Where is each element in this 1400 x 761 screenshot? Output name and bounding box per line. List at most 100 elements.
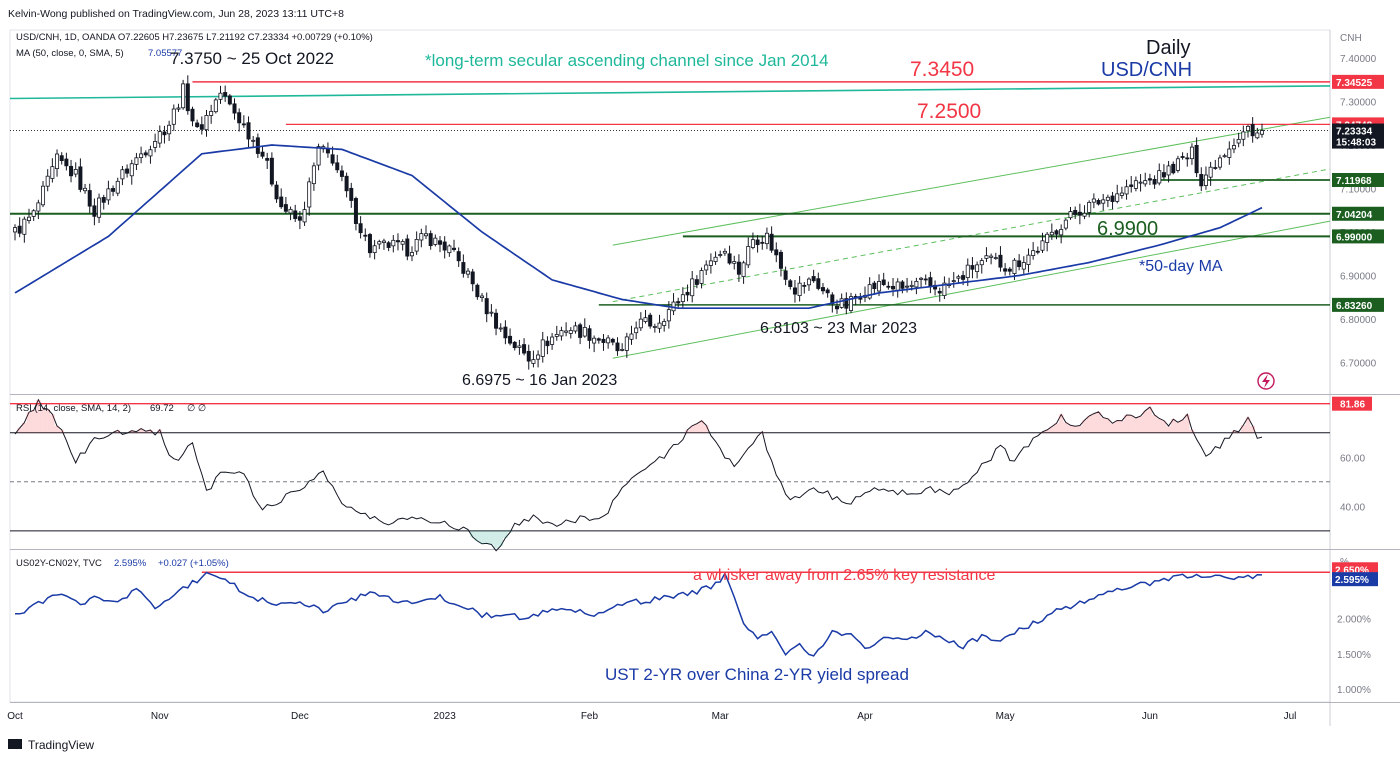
- candle-body: [1040, 240, 1045, 251]
- ascending-channel-lower: [612, 220, 1331, 359]
- candle-body: [316, 146, 321, 166]
- candle-body: [153, 141, 158, 148]
- candle-body: [325, 148, 330, 154]
- candle-body: [970, 265, 975, 270]
- candle-body: [601, 338, 606, 343]
- candle-body: [1031, 250, 1036, 256]
- candle-body: [877, 281, 882, 292]
- candle-body: [769, 233, 774, 251]
- candle-body: [512, 341, 517, 349]
- candle-body: [909, 284, 914, 287]
- candle-body: [223, 92, 228, 97]
- candle-body: [1245, 125, 1250, 132]
- candle-body: [1260, 130, 1265, 135]
- candle-body: [466, 270, 471, 275]
- january-low-annotation: 6.6975 ~ 16 Jan 2023: [462, 372, 617, 389]
- candle-body: [517, 345, 522, 348]
- candle-body: [498, 327, 503, 330]
- candle-body: [330, 154, 335, 164]
- candle-body: [820, 287, 825, 292]
- ascending-channel-mid: [612, 168, 1331, 303]
- candle-body: [1250, 124, 1255, 137]
- candle-body: [713, 256, 718, 262]
- candle-body: [50, 166, 55, 179]
- ma-legend-value: 7.05577: [148, 48, 182, 59]
- candle-body: [232, 103, 237, 114]
- candle-body: [409, 252, 414, 257]
- rsi-line: [14, 398, 1263, 552]
- rsi-tick-label: 60.00: [1340, 453, 1365, 464]
- rsi-tick-label: 40.00: [1340, 502, 1365, 513]
- candle-body: [260, 151, 265, 157]
- candle-body: [596, 338, 601, 341]
- candle-body: [792, 287, 797, 295]
- candle-body: [961, 275, 966, 280]
- candle-body: [83, 187, 88, 192]
- candle-body: [293, 210, 298, 219]
- candle-body: [760, 241, 765, 244]
- candle-body: [255, 137, 260, 154]
- candle-body: [592, 337, 597, 344]
- candle-body: [1138, 181, 1143, 184]
- tradingview-logo-icon: [8, 739, 22, 749]
- candle-body: [405, 238, 410, 257]
- candle-body: [582, 327, 587, 337]
- candle-body: [36, 202, 41, 212]
- title-pair: USD/CNH: [1101, 59, 1192, 81]
- time-axis-label: Dec: [291, 711, 309, 722]
- candle-body: [1185, 157, 1190, 160]
- price-badge: [1332, 123, 1384, 138]
- candle-body: [17, 225, 22, 234]
- candle-body: [167, 124, 172, 135]
- candle-body: [1129, 184, 1134, 187]
- candle-body: [540, 339, 545, 357]
- candle-body: [279, 196, 284, 208]
- candle-body: [227, 95, 232, 105]
- candle-body: [1054, 230, 1059, 235]
- price-tick-label: 6.70000: [1340, 359, 1377, 370]
- spread-badge-label: 2.595%: [1335, 575, 1369, 586]
- candle-body: [87, 190, 92, 207]
- price-badge: [1332, 229, 1384, 244]
- main-legend-symbol: USD/CNH, 1D, OANDA O7.22605 H7.23675 L7.…: [16, 32, 373, 43]
- candle-body: [522, 344, 527, 354]
- candle-body: [190, 108, 195, 122]
- candle-body: [1231, 145, 1236, 150]
- candle-body: [905, 285, 910, 288]
- candle-body: [937, 290, 942, 294]
- candle-body: [353, 198, 358, 224]
- candlesticks: [12, 75, 1265, 370]
- price-tick-label: 7.30000: [1340, 98, 1377, 109]
- candle-body: [101, 197, 106, 203]
- candle-body: [143, 152, 148, 156]
- candle-body: [297, 216, 302, 221]
- spread-line: [14, 571, 1263, 657]
- candle-body: [456, 251, 461, 262]
- candle-body: [1007, 268, 1012, 272]
- candle-body: [638, 318, 643, 329]
- candle-body: [1227, 148, 1232, 158]
- candle-body: [344, 175, 349, 192]
- candle-body: [64, 158, 69, 167]
- price-badge-label: 6.99000: [1336, 232, 1373, 243]
- candle-body: [1152, 178, 1157, 185]
- candle-body: [461, 262, 466, 274]
- candle-body: [550, 336, 555, 345]
- candle-body: [251, 139, 256, 142]
- candle-body: [442, 241, 447, 251]
- candle-body: [755, 239, 760, 246]
- candle-body: [414, 239, 419, 252]
- candle-body: [423, 233, 428, 237]
- candle-body: [1194, 144, 1199, 174]
- candle-body: [78, 166, 83, 190]
- candle-body: [363, 234, 368, 237]
- price-tick-label: 6.90000: [1340, 272, 1377, 283]
- candle-body: [73, 169, 78, 175]
- candle-body: [106, 188, 111, 201]
- candle-body: [643, 317, 648, 322]
- candle-body: [335, 162, 340, 171]
- spread-legend-label: US02Y-CN02Y, TVC: [16, 558, 102, 569]
- candle-body: [1105, 196, 1110, 201]
- candle-body: [764, 232, 769, 245]
